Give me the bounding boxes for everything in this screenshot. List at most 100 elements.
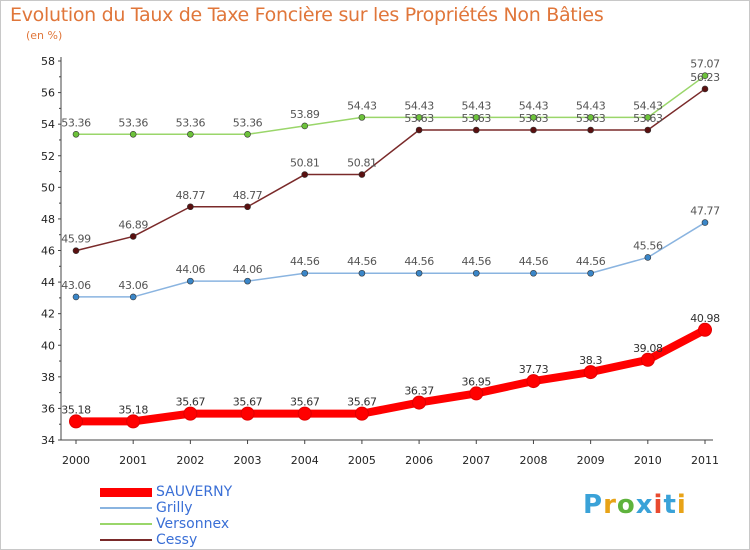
chart-title: Evolution du Taux de Taxe Foncière sur l… [10,4,604,26]
y-tick-label: 46 [41,245,55,258]
y-tick-label: 56 [41,87,55,100]
data-point [472,269,480,277]
data-label: 43.06 [118,279,148,292]
data-point [244,277,251,285]
legend-swatch [100,507,152,509]
y-tick-label: 40 [41,339,55,352]
data-point [301,122,309,130]
data-point [698,322,712,337]
series-line-versonnex [75,74,706,136]
series-grilly [72,219,709,301]
data-label: 44.56 [576,255,606,268]
data-point [701,72,709,79]
data-point [129,293,137,301]
data-point [187,130,194,138]
data-label: 35.18 [61,403,91,416]
data-point [530,269,537,277]
data-point [640,352,655,367]
data-point [358,114,366,121]
data-label: 48.77 [233,189,263,202]
logo-letter: r [603,490,617,520]
data-label: 54.43 [347,99,377,112]
data-point [587,269,594,277]
x-tick-label: 2002 [176,454,204,467]
chart-unit: (en %) [26,29,63,42]
data-label: 54.43 [462,99,492,112]
logo-letter: P [583,490,604,520]
data-label: 54.43 [633,99,663,112]
data-label: 44.56 [519,255,549,268]
logo-letter: o [616,490,636,520]
data-label: 44.56 [290,255,320,268]
data-label: 39.08 [633,342,663,355]
x-tick-label: 2006 [405,454,433,467]
data-point [72,247,80,254]
data-label: 37.73 [519,363,549,376]
data-label: 53.63 [519,112,549,125]
series-line-sauverny [72,325,709,426]
x-tick-label: 2000 [62,454,90,467]
data-point [240,406,255,421]
x-tick-label: 2004 [291,454,319,467]
data-label: 45.56 [633,239,663,252]
data-label: 57.07 [690,58,720,71]
x-tick-label: 2003 [234,454,262,467]
data-label: 50.81 [347,157,377,170]
data-label: 40.98 [690,312,720,325]
proxiti-logo: Proxiti [583,490,687,520]
data-label: 53.63 [633,112,663,125]
data-point [354,406,369,421]
data-point [183,406,198,421]
data-point [187,203,194,211]
data-point [297,406,312,421]
legend-label: SAUVERNY [156,484,233,500]
x-tick-label: 2010 [634,454,662,467]
y-tick-label: 36 [41,402,55,415]
data-label: 54.43 [576,99,606,112]
data-point [472,126,480,134]
data-point [701,219,709,226]
data-label: 44.06 [176,263,206,276]
data-point [587,126,594,134]
logo-letter: t [663,490,677,520]
y-tick-label: 34 [41,434,55,447]
data-label: 50.81 [290,157,320,170]
data-point [530,114,537,121]
legend-swatch [100,523,152,525]
data-point [244,130,251,138]
data-label: 53.36 [61,116,91,129]
data-point [644,126,652,134]
legend-swatch [100,539,152,541]
legend-label: Versonnex [156,516,230,532]
series-cessy [72,85,709,254]
data-label: 44.56 [462,255,492,268]
data-point [472,114,480,121]
data-point [69,414,83,429]
legend-label: Grilly [156,500,193,516]
data-point [583,365,598,380]
data-point [530,126,537,134]
data-label: 38.3 [579,354,602,367]
data-point [415,114,423,121]
data-point [358,171,366,178]
series-sauverny [69,322,712,429]
data-label: 53.36 [233,116,263,129]
y-tick-label: 58 [41,55,55,68]
data-point [72,293,80,301]
data-point [72,130,80,138]
data-label: 45.99 [61,233,91,246]
legend-label: Cessy [156,532,198,548]
x-tick-label: 2011 [691,454,719,467]
data-label: 53.63 [576,112,606,125]
series-line-cessy [75,88,706,252]
logo-letter: i [676,490,687,520]
data-point [358,269,366,277]
data-point [301,269,309,277]
data-label: 35.67 [176,396,206,409]
data-label: 53.36 [176,116,206,129]
data-label: 53.36 [118,116,148,129]
data-label: 36.95 [462,375,492,388]
x-tick-label: 2007 [462,454,490,467]
data-point [129,130,137,138]
data-point [644,114,652,121]
